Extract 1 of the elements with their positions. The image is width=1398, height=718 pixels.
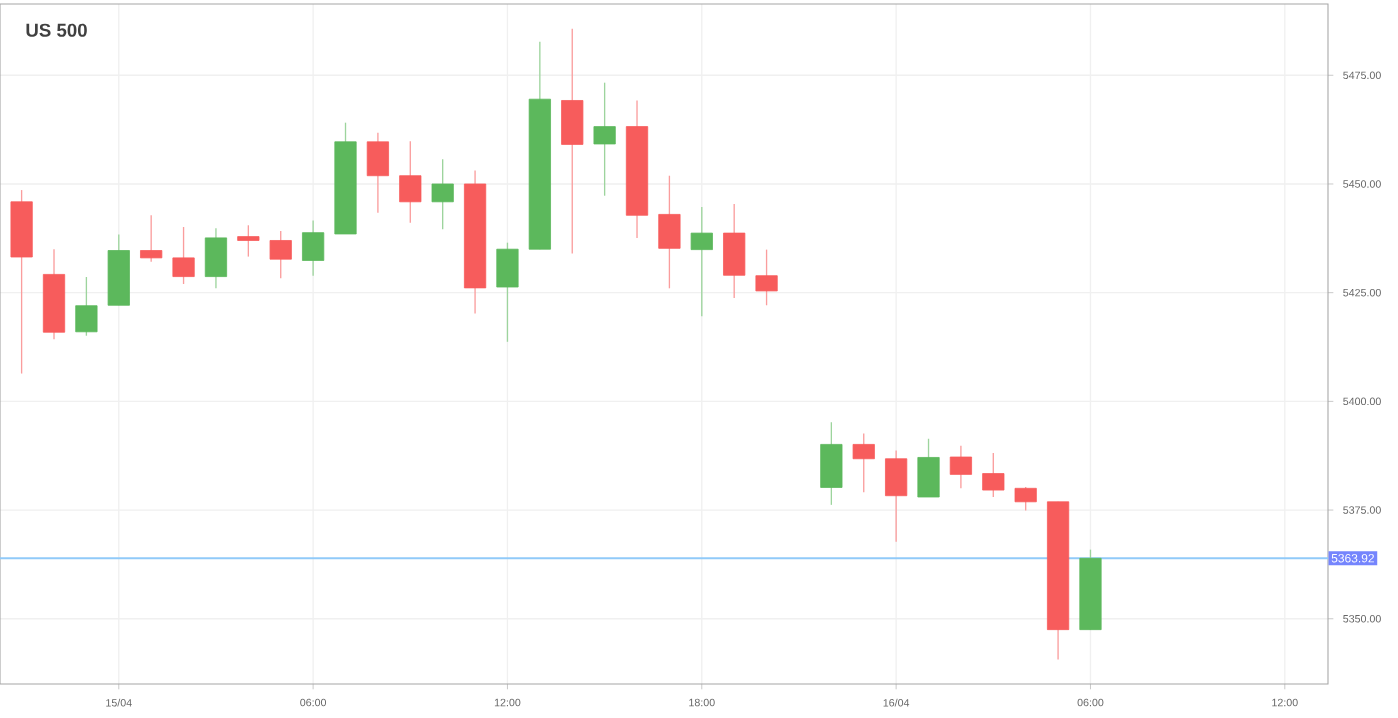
text: US 500 xyxy=(26,23,87,37)
